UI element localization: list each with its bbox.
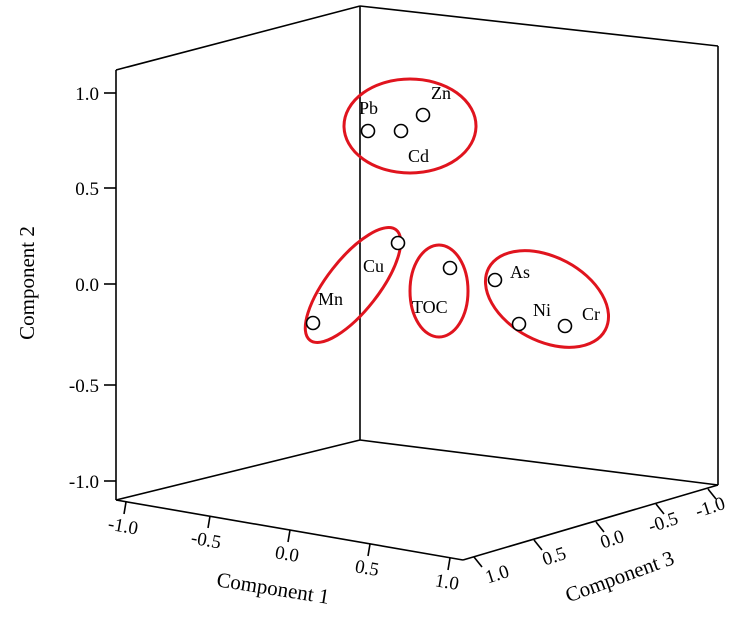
box-edge-top-back-right (359, 5, 719, 47)
point-cr (557, 318, 573, 334)
z-tick (473, 556, 483, 568)
x-tick (287, 529, 291, 543)
y-tick-label: 0.0 (75, 275, 99, 296)
x-tick (207, 515, 211, 529)
point-label-cd: Cd (408, 146, 429, 166)
y-axis-ticks (104, 92, 116, 482)
group-outline-toc (408, 243, 470, 339)
point-label-zn: Zn (431, 83, 451, 103)
z-tick-label: 1.0 (483, 561, 512, 588)
point-mn (305, 315, 321, 331)
y-tick-label: 0.5 (75, 179, 99, 200)
x-tick-label: -0.5 (189, 528, 222, 554)
group-outline-pb-zn-cd (342, 77, 478, 175)
point-ni (511, 316, 527, 332)
point-label-mn: Mn (318, 289, 343, 309)
point-label-cu: Cu (363, 256, 384, 276)
point-labels: Pb Cd Zn Cu Mn TOC As Ni Cr (318, 83, 600, 324)
z-tick-label: -1.0 (693, 493, 728, 522)
z-tick (595, 521, 605, 533)
point-label-cr: Cr (582, 304, 600, 324)
point-as (487, 272, 503, 288)
box-edge-floor-front-right (462, 484, 719, 561)
group-outline-cu-mn (303, 226, 403, 344)
x-tick (123, 501, 127, 515)
point-label-toc: TOC (412, 297, 448, 317)
x-tick-label: 0.5 (353, 556, 380, 581)
box-edge-floor-left (115, 439, 361, 501)
y-tick-label: -1.0 (69, 472, 99, 493)
point-cd (393, 123, 409, 139)
x-tick-label: 1.0 (433, 570, 460, 595)
point-pb (360, 123, 376, 139)
point-label-as: As (510, 262, 530, 282)
z-tick (533, 539, 543, 551)
point-zn (415, 107, 431, 123)
point-toc (442, 260, 458, 276)
group-outline-as-ni-cr (483, 249, 611, 349)
data-points (305, 107, 573, 334)
z-axis-ticks (473, 488, 717, 568)
y-axis-title: Component 2 (15, 226, 39, 340)
group-outlines (303, 77, 611, 349)
point-label-ni: Ni (533, 300, 551, 320)
x-tick-label: 0.0 (273, 542, 300, 567)
x-tick (367, 543, 371, 557)
y-tick-label: -0.5 (69, 376, 99, 397)
box-edge-top-back-left (115, 5, 361, 71)
z-tick-label: 0.5 (540, 543, 569, 570)
box-edge-floor-right (359, 439, 719, 486)
y-tick-label: 1.0 (75, 84, 99, 105)
plot-box (115, 5, 719, 561)
point-label-pb: Pb (359, 98, 378, 118)
x-axis-tick-labels: -1.0 -0.5 0.0 0.5 1.0 (106, 514, 460, 595)
x-axis-ticks (123, 501, 451, 571)
y-axis-tick-labels: 1.0 0.5 0.0 -0.5 -1.0 (69, 84, 99, 493)
z-axis-title: Component 3 (562, 546, 677, 607)
z-tick-label: -0.5 (646, 508, 681, 537)
z-tick (655, 503, 665, 515)
x-tick-label: -1.0 (106, 514, 139, 540)
z-tick (707, 488, 717, 500)
point-cu (390, 235, 406, 251)
x-axis-title: Component 1 (215, 567, 331, 608)
x-tick (447, 557, 451, 571)
